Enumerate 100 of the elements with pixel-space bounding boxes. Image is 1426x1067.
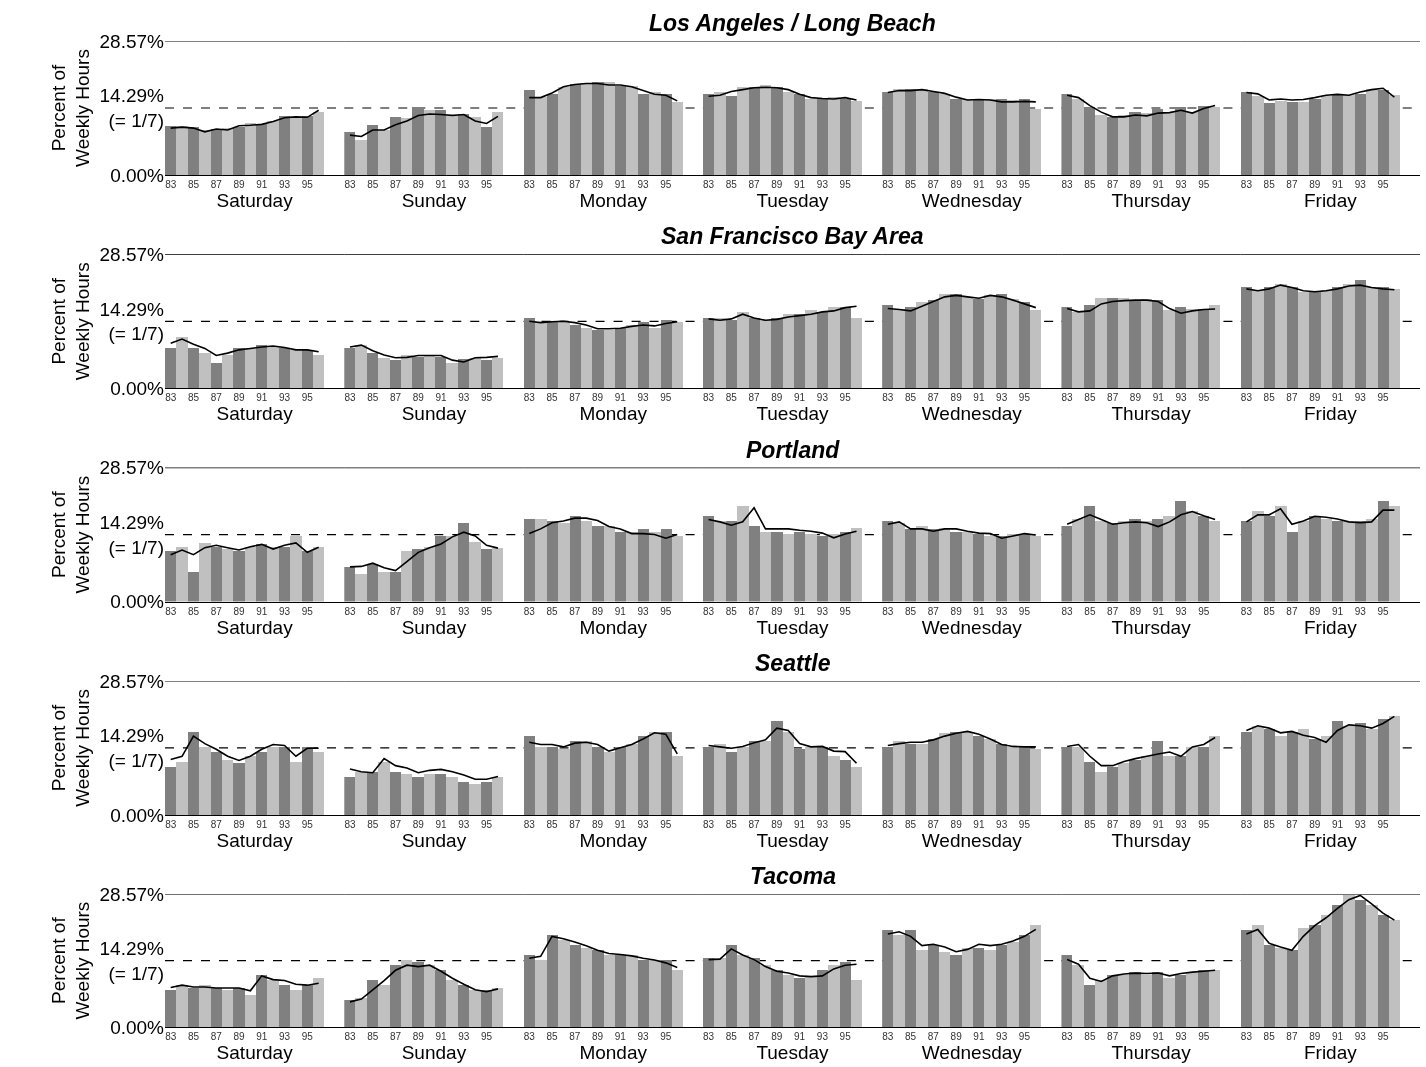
x-tick-label: 89 [771, 392, 783, 404]
x-tick-label: 91 [256, 605, 268, 617]
x-axis-title: Tuesday [756, 830, 830, 851]
y-tick-label: 0.00% [110, 164, 165, 186]
x-tick-label: 89 [1129, 1031, 1142, 1043]
y-tick-label: 0.00% [110, 591, 165, 613]
x-tick-label: 85 [725, 605, 738, 617]
x-tick-label: 93 [278, 605, 291, 617]
x-tick-label: 85 [187, 392, 200, 404]
x-tick-label: 83 [344, 1031, 356, 1043]
x-tick-label: 95 [301, 392, 314, 404]
y-tick-label: 28.57% [99, 670, 165, 692]
x-axis-title: Sunday [401, 1042, 467, 1064]
x-tick-label: 87 [927, 179, 940, 191]
x-tick-label: 87 [927, 605, 940, 617]
x-tick-label: 91 [1152, 392, 1165, 404]
x-tick-label: 85 [905, 605, 917, 617]
x-tick-label: 85 [1263, 819, 1276, 830]
x-tick-label: 93 [637, 392, 650, 404]
x-axis-title: Friday [1303, 1042, 1358, 1064]
x-tick-label: 83 [344, 179, 356, 191]
x-tick-label: 93 [637, 1031, 650, 1043]
x-tick-label: 95 [1018, 179, 1031, 191]
x-tick-label: 93 [996, 1031, 1008, 1043]
x-tick-label: 93 [1175, 605, 1187, 617]
x-axis-title: Saturday [216, 830, 294, 851]
x-tick-label: 93 [1354, 605, 1367, 617]
y-axis-title: Percent of Weekly Hours [47, 901, 94, 1020]
x-tick-label: 89 [233, 179, 245, 191]
x-tick-label: 91 [435, 605, 448, 617]
x-tick-label: 91 [256, 1031, 268, 1043]
x-axis-title: Monday [579, 830, 648, 851]
x-tick-label: 83 [1061, 819, 1074, 830]
x-tick-label: 89 [950, 392, 963, 404]
x-tick-label: 89 [233, 819, 245, 830]
x-tick-label: 85 [367, 819, 379, 830]
x-tick-label: 87 [748, 392, 761, 404]
x-tick-label: 89 [412, 1031, 425, 1043]
x-tick-label: 89 [412, 605, 425, 617]
x-tick-label: 83 [882, 819, 894, 830]
x-tick-label: 91 [614, 392, 627, 404]
x-tick-label: 87 [569, 392, 581, 404]
x-tick-label: 93 [816, 819, 829, 830]
x-axis-title: Monday [579, 1042, 648, 1064]
x-tick-label: 87 [927, 819, 940, 830]
x-tick-label: 87 [569, 819, 581, 830]
x-tick-label: 87 [927, 392, 940, 404]
x-tick-label: 91 [256, 392, 268, 404]
x-tick-label: 87 [748, 605, 761, 617]
x-tick-label: 85 [546, 1031, 559, 1043]
x-tick-label: 93 [458, 819, 470, 830]
x-tick-label: 87 [210, 179, 223, 191]
x-tick-label: 83 [1240, 1031, 1253, 1043]
x-tick-label: 93 [1175, 1031, 1187, 1043]
x-tick-label: 87 [1107, 605, 1119, 617]
x-tick-label: 87 [1107, 819, 1119, 830]
x-tick-label: 95 [1198, 392, 1210, 404]
x-tick-label: 83 [702, 605, 715, 617]
x-tick-label: 93 [1175, 819, 1187, 830]
x-tick-label: 85 [905, 819, 917, 830]
x-tick-label: 89 [412, 179, 425, 191]
x-tick-label: 83 [882, 392, 894, 404]
x-tick-label: 83 [882, 179, 894, 191]
x-tick-label: 85 [546, 179, 559, 191]
x-tick-label: 95 [839, 819, 852, 830]
x-tick-label: 91 [1331, 819, 1344, 830]
x-tick-label: 93 [458, 179, 470, 191]
x-tick-label: 87 [389, 819, 402, 830]
x-axis-title: Saturday [216, 190, 294, 212]
x-tick-label: 93 [278, 1031, 291, 1043]
y-axis-title: Percent of Weekly Hours [47, 688, 94, 807]
x-tick-label: 93 [996, 179, 1008, 191]
x-tick-label: 89 [592, 1031, 604, 1043]
x-tick-label: 89 [592, 605, 604, 617]
chart-title: Tacoma [750, 863, 837, 889]
x-tick-label: 85 [905, 179, 917, 191]
x-tick-label: 89 [1309, 392, 1321, 404]
x-tick-label: 85 [1263, 179, 1276, 191]
x-tick-label: 87 [748, 1031, 761, 1043]
x-tick-label: 83 [882, 1031, 894, 1043]
y-tick-label: 14.29% (= 1/7) [99, 511, 165, 558]
x-tick-label: 83 [1061, 179, 1074, 191]
x-tick-label: 95 [301, 605, 314, 617]
x-tick-label: 87 [1107, 1031, 1119, 1043]
x-tick-label: 83 [1061, 1031, 1074, 1043]
x-tick-label: 83 [165, 179, 177, 191]
chart-title: Los Angeles / Long Beach [649, 10, 936, 36]
x-tick-label: 95 [660, 392, 672, 404]
x-tick-label: 95 [1198, 1031, 1210, 1043]
x-tick-label: 95 [1018, 605, 1031, 617]
x-tick-label: 85 [367, 605, 379, 617]
x-tick-label: 83 [702, 819, 715, 830]
x-tick-label: 83 [1061, 392, 1074, 404]
x-tick-label: 89 [1309, 179, 1321, 191]
x-tick-label: 89 [1129, 392, 1142, 404]
x-tick-label: 93 [1354, 179, 1367, 191]
y-tick-label: 28.57% [99, 243, 165, 265]
y-axis-title: Percent of Weekly Hours [47, 262, 94, 381]
x-tick-label: 95 [1377, 819, 1389, 830]
x-tick-label: 85 [1084, 605, 1096, 617]
